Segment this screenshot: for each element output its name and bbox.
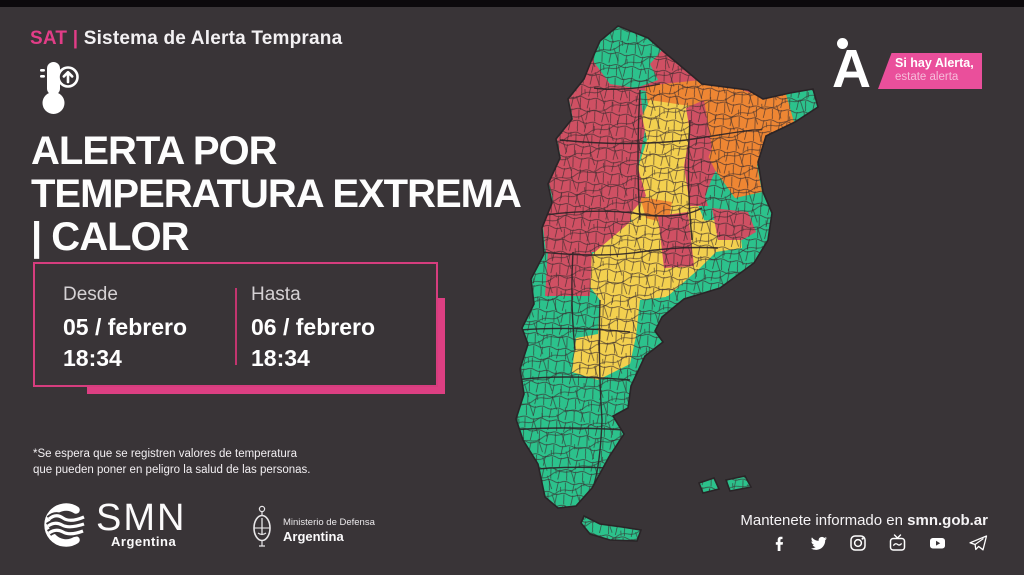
telegram-icon[interactable] <box>968 534 988 552</box>
ministry-name: Ministerio de Defensa <box>283 517 375 528</box>
period-divider <box>235 288 237 365</box>
title-line-2: TEMPERATURA EXTREMA <box>31 172 522 216</box>
to-label: Hasta <box>251 284 301 305</box>
footnote: *Se espera que se registren valores de t… <box>33 446 310 478</box>
coat-of-arms-icon <box>250 504 274 557</box>
period-to: Hasta 06 / febrero 18:34 <box>251 284 375 374</box>
ministry-logo: Ministerio de Defensa Argentina <box>250 504 375 557</box>
twitter-icon[interactable] <box>809 534 828 552</box>
period-from: Desde 05 / febrero 18:34 <box>63 284 187 374</box>
footer-site-url: smn.gob.ar <box>907 512 988 529</box>
header-divider: | <box>72 28 79 49</box>
validity-period-box: Desde 05 / febrero 18:34 Hasta 06 / febr… <box>33 262 445 394</box>
from-label: Desde <box>63 284 118 305</box>
smn-name: SMN <box>96 497 187 539</box>
ribbon-line-1: Si hay Alerta, <box>895 56 974 70</box>
sat-acronym: SAT <box>30 28 68 49</box>
title-line-3: | CALOR <box>31 215 190 259</box>
from-date: 05 / febrero <box>63 314 187 340</box>
tv-icon[interactable] <box>888 534 907 552</box>
alert-person-head-icon <box>837 38 848 49</box>
to-time: 18:34 <box>251 345 310 371</box>
ribbon-line-2: estate alerta <box>895 71 959 83</box>
from-time: 18:34 <box>63 345 122 371</box>
estate-alerta-badge: A Si hay Alerta, estate alerta <box>832 38 992 108</box>
youtube-icon[interactable] <box>928 534 947 552</box>
footnote-line-2: que pueden poner en peligro la salud de … <box>33 464 311 476</box>
ministry-wordmark: Ministerio de Defensa Argentina <box>283 517 375 544</box>
page-title: ALERTA POR TEMPERATURA EXTREMA | CALOR <box>31 130 591 259</box>
facebook-icon[interactable] <box>772 534 788 552</box>
sat-header: SAT | Sistema de Alerta Temprana <box>30 28 342 50</box>
system-name: Sistema de Alerta Temprana <box>83 28 343 49</box>
instagram-icon[interactable] <box>849 534 867 552</box>
footer-info-text: Mantenete informado en <box>740 512 908 529</box>
smn-wordmark: SMN Argentina <box>96 499 186 549</box>
province-borders <box>516 83 763 491</box>
footer-info: Mantenete informado en smn.gob.ar <box>740 512 988 529</box>
ministry-country: Argentina <box>283 529 344 544</box>
title-line-1: ALERTA POR <box>31 129 278 173</box>
smn-logo: SMN Argentina <box>38 499 186 556</box>
social-links <box>772 534 988 552</box>
smn-country: Argentina <box>111 534 177 549</box>
footnote-line-1: *Se espera que se registren valores de t… <box>33 448 298 460</box>
country-outline <box>515 25 819 542</box>
to-date: 06 / febrero <box>251 314 375 340</box>
high-temperature-icon <box>34 60 82 121</box>
smn-globe-icon <box>38 499 90 556</box>
top-strip <box>0 0 1024 7</box>
alert-letter-a: A <box>832 39 871 99</box>
alert-ribbon: Si hay Alerta, estate alerta <box>878 53 982 89</box>
